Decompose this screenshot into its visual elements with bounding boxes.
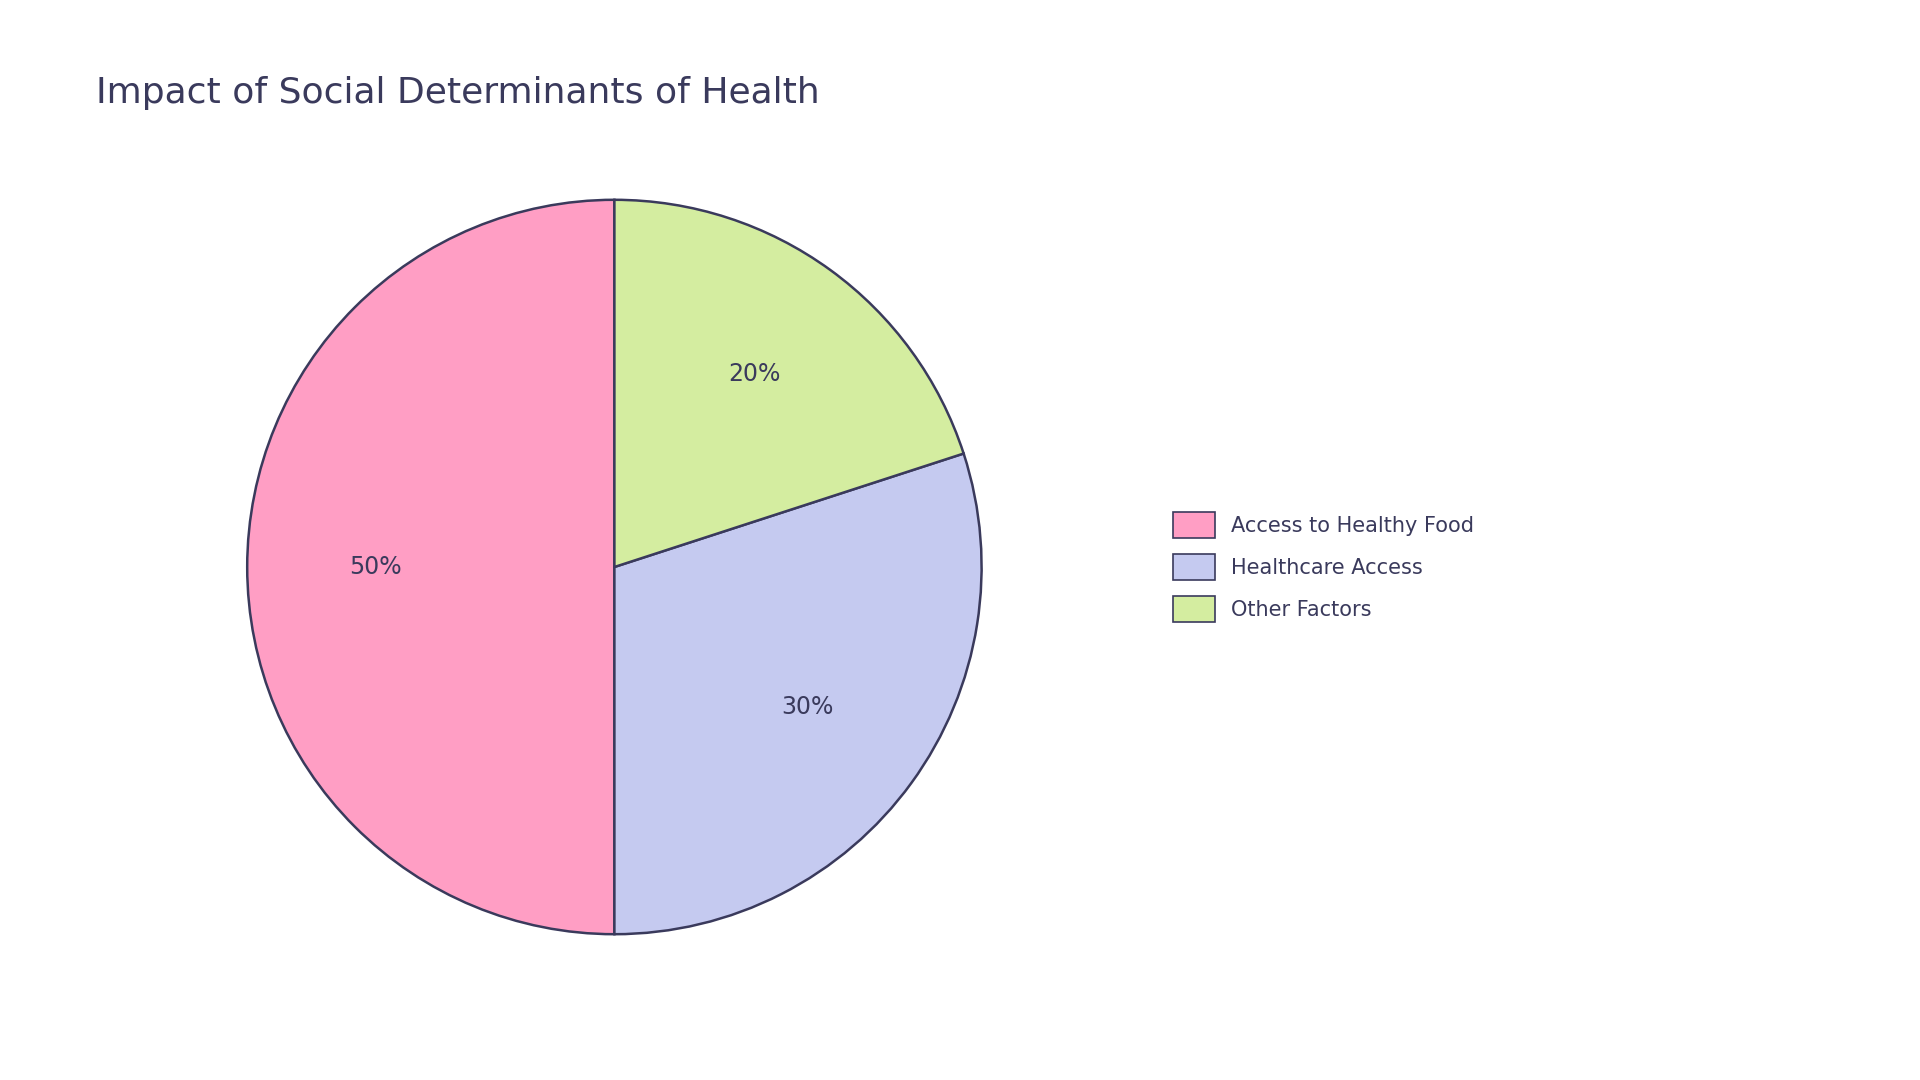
Text: 30%: 30%	[781, 696, 833, 719]
Text: Impact of Social Determinants of Health: Impact of Social Determinants of Health	[96, 76, 820, 109]
Text: 50%: 50%	[349, 555, 401, 579]
Text: 20%: 20%	[728, 362, 781, 386]
Wedge shape	[614, 200, 964, 567]
Legend: Access to Healthy Food, Healthcare Access, Other Factors: Access to Healthy Food, Healthcare Acces…	[1162, 502, 1484, 632]
Wedge shape	[614, 454, 981, 934]
Wedge shape	[248, 200, 614, 934]
